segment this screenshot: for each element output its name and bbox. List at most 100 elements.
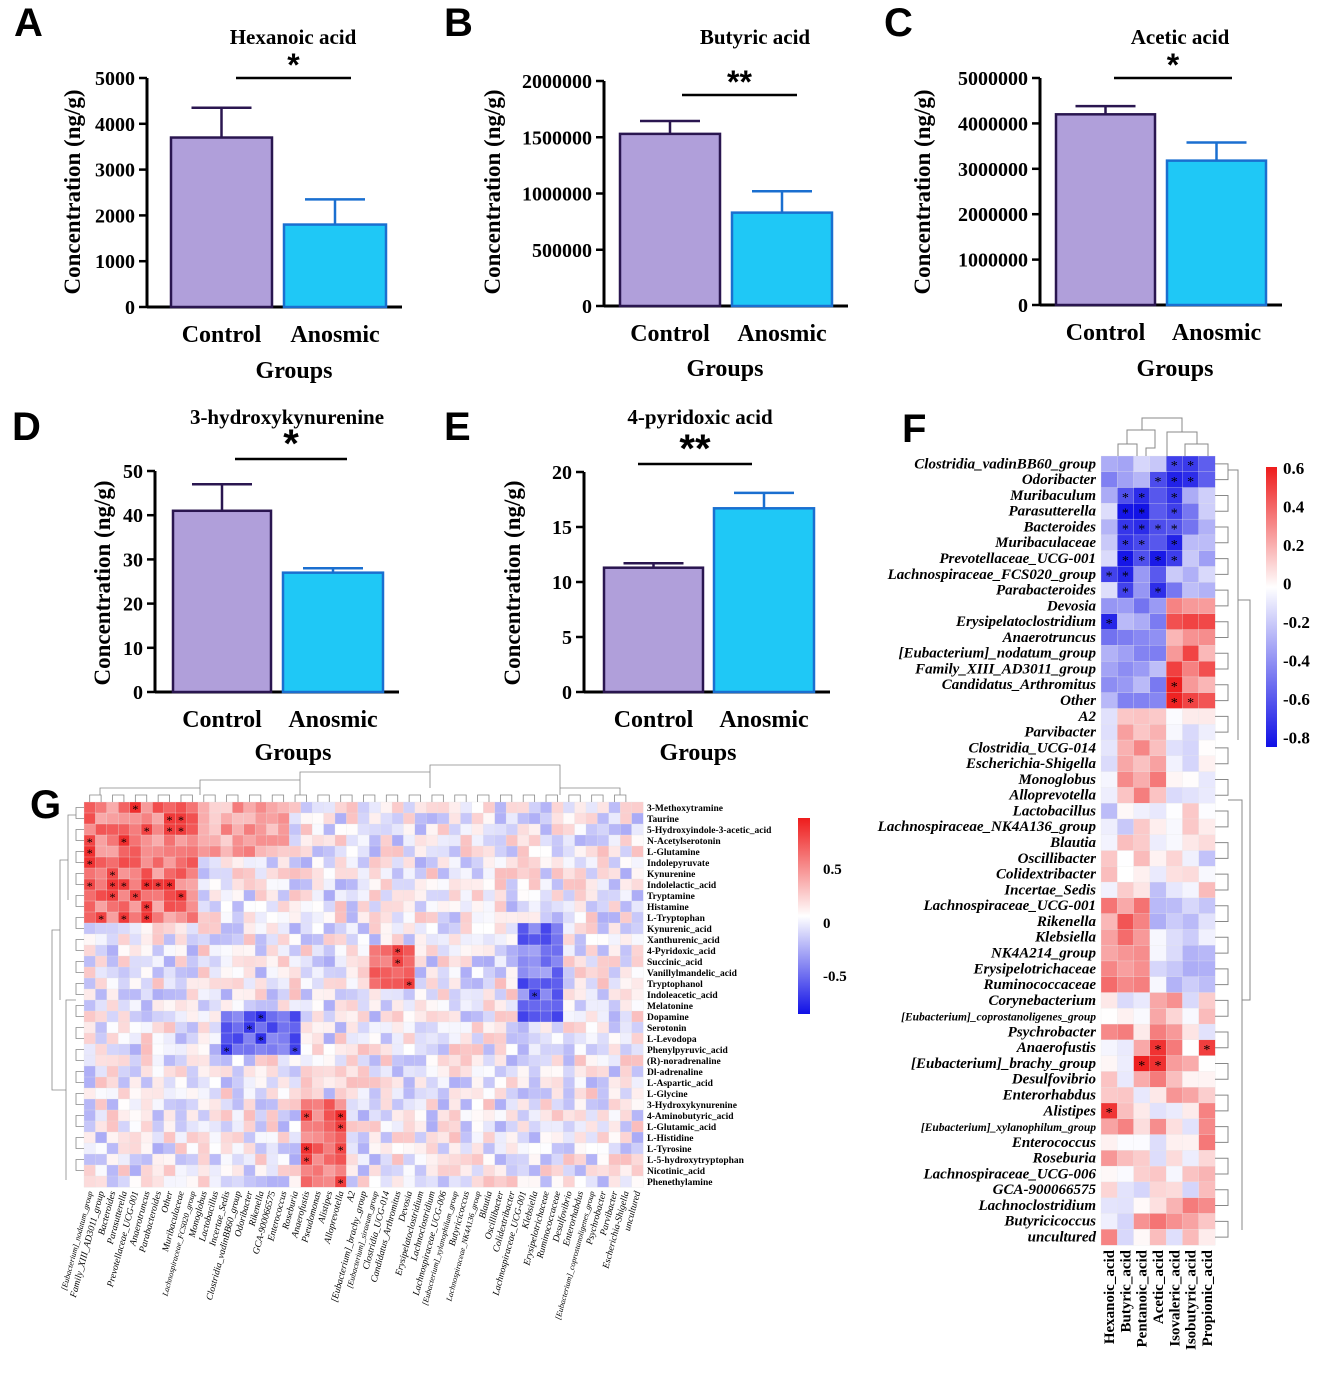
heat-cell	[1133, 708, 1151, 725]
heat-cell	[551, 933, 564, 946]
heat-cell	[505, 801, 518, 814]
heat-cell	[1165, 787, 1183, 804]
heat-cell	[232, 988, 245, 1001]
heat-cell	[1149, 1197, 1167, 1214]
heat-cell	[323, 911, 336, 924]
heat-cell	[1149, 1165, 1167, 1183]
heat-cell	[243, 1076, 256, 1089]
heat-cell	[186, 966, 199, 979]
heat-cell	[483, 988, 496, 1001]
heat-cell	[608, 1120, 621, 1133]
heat-cell	[357, 1164, 370, 1177]
heat-cell	[1182, 1039, 1200, 1057]
heat-cell	[323, 1142, 336, 1155]
heat-cell	[197, 823, 210, 836]
heat-cell	[528, 845, 541, 858]
row-label: Monoglobus	[1017, 772, 1096, 788]
heat-cell	[437, 922, 450, 935]
heat-cell	[175, 1043, 188, 1056]
heat-cell	[369, 1065, 382, 1078]
heat-cell	[1117, 1055, 1135, 1072]
heat-cell	[1149, 645, 1167, 662]
heat-cell	[540, 878, 553, 891]
heat-cell	[106, 845, 119, 858]
heat-cell	[289, 1098, 302, 1111]
heat-cell	[209, 1076, 222, 1089]
heat-cell	[608, 900, 621, 913]
heat-cell	[163, 845, 176, 858]
x-tick-label: Control	[1066, 320, 1146, 346]
heat-cell	[1198, 487, 1216, 504]
heat-cell	[232, 1043, 245, 1056]
heat-cell	[528, 1153, 541, 1166]
column-label: A2	[345, 1190, 358, 1204]
heat-cell	[1117, 913, 1135, 930]
heat-cell	[163, 1109, 176, 1122]
y-tick-label: 5000000	[958, 68, 1028, 90]
heat-cell	[357, 856, 370, 869]
row-label: (R)-noradrenaline	[647, 1056, 721, 1067]
heat-cell	[540, 1175, 553, 1188]
row-label: Parasutterella	[1008, 504, 1096, 520]
heat-cell	[300, 944, 313, 957]
heat-cell	[357, 1153, 370, 1166]
heat-cell	[1165, 1181, 1183, 1199]
heat-cell	[1133, 1150, 1151, 1167]
heat-cell	[494, 900, 507, 913]
heat-cell	[448, 834, 461, 847]
heat-cell	[1133, 1008, 1151, 1025]
heat-cell	[391, 878, 404, 891]
heat-cell	[1182, 1023, 1200, 1041]
heat-cell	[346, 1098, 359, 1111]
heat-cell	[1198, 1229, 1216, 1246]
panel-A: A Hexanoic acid010002000300040005000Contr…	[14, 1, 402, 384]
y-tick-label: 20	[552, 462, 572, 484]
heat-cell	[1165, 881, 1183, 899]
row-label: Phenylpyruvic_acid	[647, 1046, 728, 1056]
heat-cell	[243, 1054, 256, 1067]
heat-cell	[323, 1175, 336, 1188]
heat-cell	[1117, 1008, 1135, 1025]
heat-cell	[1182, 518, 1200, 536]
row-label: Lactobacillus	[1012, 803, 1096, 819]
heat-cell	[323, 845, 336, 858]
x-tick-label: Control	[182, 322, 262, 348]
heat-cell	[289, 867, 302, 880]
heat-cell	[562, 1153, 576, 1166]
heat-cell	[597, 856, 610, 869]
heat-cell	[289, 1032, 302, 1045]
heat-cell	[152, 845, 165, 858]
significance-star: *	[338, 1176, 344, 1190]
heat-cell	[266, 1065, 279, 1078]
heat-cell	[175, 856, 188, 869]
heat-cell	[540, 1065, 553, 1078]
heat-cell	[243, 1087, 256, 1100]
heat-cell	[528, 1175, 541, 1188]
heat-cell	[391, 1010, 404, 1023]
heat-cell	[175, 977, 188, 990]
heat-cell	[574, 1142, 587, 1155]
heat-cell	[152, 1164, 165, 1177]
heat-cell	[562, 922, 576, 935]
heat-cell	[209, 867, 222, 880]
significance-star: *	[155, 879, 161, 893]
heat-cell	[243, 1010, 256, 1023]
heat-cell	[631, 944, 644, 957]
heat-cell	[163, 944, 176, 957]
heat-cell	[414, 900, 427, 913]
heat-cell	[505, 1087, 518, 1100]
heat-cell	[505, 933, 518, 946]
heat-cell	[220, 856, 233, 869]
heat-cell	[391, 845, 404, 858]
heat-cell	[631, 878, 644, 891]
row-label: L-Glycine	[647, 1090, 688, 1100]
heat-cell	[597, 977, 610, 990]
heat-cell	[1182, 850, 1200, 867]
heat-cell	[254, 1087, 267, 1100]
heat-cell	[334, 1010, 347, 1023]
heat-cell	[357, 922, 370, 935]
heat-cell	[1165, 724, 1183, 741]
heat-cell	[460, 966, 473, 979]
row-label: Family_XIII_AD3011_group	[914, 661, 1096, 677]
heat-cell	[414, 1175, 427, 1188]
